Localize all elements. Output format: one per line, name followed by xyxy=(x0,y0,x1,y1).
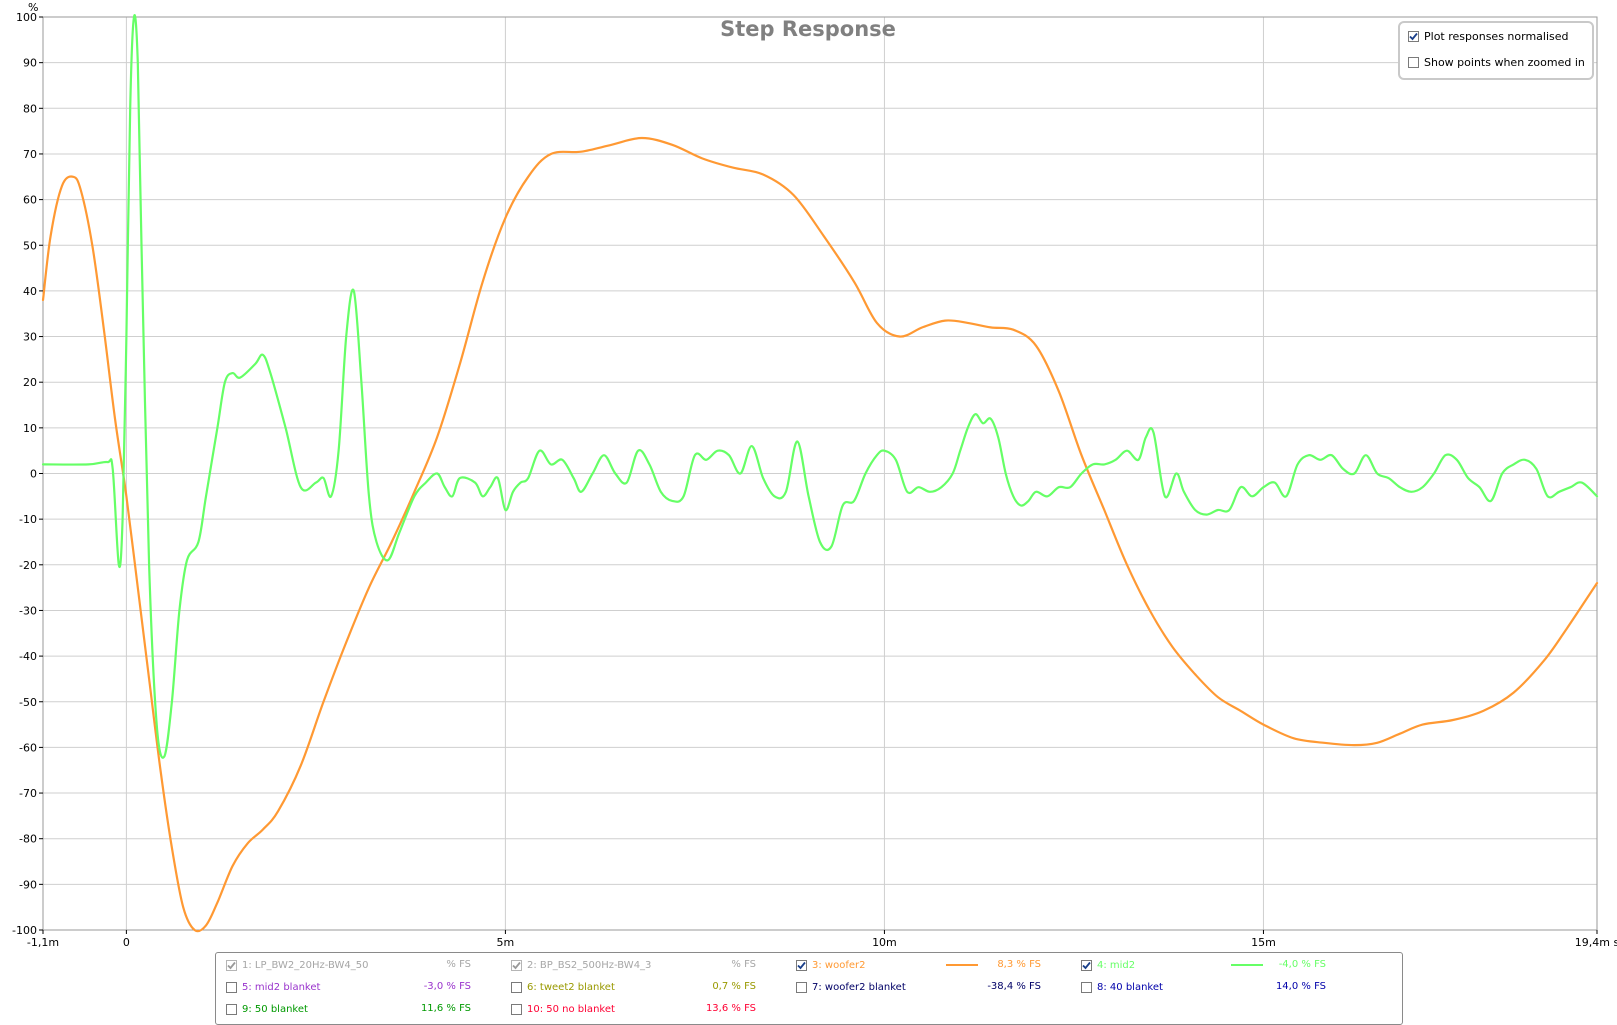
y-tick-label: 20 xyxy=(23,376,37,389)
series-lines xyxy=(41,14,1599,933)
y-tick-label: -70 xyxy=(19,787,37,800)
legend: 1: LP_BW2_20Hz-BW4_50 % FS 2: BP_BS2_500Hz… xyxy=(215,952,1403,1025)
y-tick-label: 60 xyxy=(23,194,37,207)
series-line-woofer2 xyxy=(41,136,1599,933)
legend-item[interactable]: 3: woofer2 xyxy=(796,955,865,975)
legend-item[interactable]: 10: 50 no blanket xyxy=(511,999,615,1019)
legend-checkbox xyxy=(226,959,237,971)
x-tick-label: -1,1m xyxy=(27,936,59,949)
legend-item[interactable]: 7: woofer2 blanket xyxy=(796,977,906,997)
legend-label: 3: woofer2 xyxy=(812,959,866,971)
legend-checkbox[interactable] xyxy=(796,959,807,971)
y-tick-label: 0 xyxy=(30,468,37,481)
legend-value: % FS xyxy=(446,959,471,970)
x-tick-label: 10m xyxy=(872,936,897,949)
legend-checkbox[interactable] xyxy=(1081,959,1092,971)
y-tick-label: 10 xyxy=(23,422,37,435)
legend-item[interactable]: 8: 40 blanket xyxy=(1081,977,1163,997)
y-tick-label: 80 xyxy=(23,102,37,115)
legend-value: % FS xyxy=(731,959,756,970)
legend-line-swatch xyxy=(1231,964,1263,966)
grid xyxy=(42,16,1598,931)
y-tick-label: -50 xyxy=(19,696,37,709)
plot-normalised-label: Plot responses normalised xyxy=(1424,30,1569,43)
legend-item[interactable]: 9: 50 blanket xyxy=(226,999,308,1019)
series-line-mid2 xyxy=(41,14,1599,759)
y-tick-label: -30 xyxy=(19,604,37,617)
legend-checkbox[interactable] xyxy=(226,1003,237,1015)
y-tick-label: 30 xyxy=(23,331,37,344)
legend-value: -4,0 % FS xyxy=(1278,959,1326,970)
legend-value: 13,6 % FS xyxy=(705,1003,756,1014)
y-tick-label: -100 xyxy=(12,924,37,937)
legend-checkbox xyxy=(511,959,522,971)
show-points-label: Show points when zoomed in xyxy=(1424,56,1585,69)
legend-checkbox[interactable] xyxy=(1081,981,1092,993)
legend-label: 9: 50 blanket xyxy=(242,1003,308,1015)
legend-label: 7: woofer2 blanket xyxy=(812,981,906,993)
y-tick-label: 90 xyxy=(23,57,37,70)
legend-label: 2: BP_BS2_500Hz-BW4_3 xyxy=(527,959,652,971)
show-points-option[interactable]: Show points when zoomed in xyxy=(1408,56,1585,69)
show-points-checkbox[interactable] xyxy=(1408,57,1419,68)
legend-label: 8: 40 blanket xyxy=(1097,981,1163,993)
legend-value: -38,4 % FS xyxy=(987,981,1041,992)
y-tick-label: -90 xyxy=(19,878,37,891)
y-tick-label: -80 xyxy=(19,833,37,846)
y-tick-label: -60 xyxy=(19,741,37,754)
axes: 1009080706050403020100-10-20-30-40-50-60… xyxy=(12,11,1617,949)
legend-item[interactable]: 4: mid2 xyxy=(1081,955,1135,975)
y-unit-label: % xyxy=(28,1,38,14)
legend-label: 4: mid2 xyxy=(1097,959,1136,971)
legend-item[interactable]: 1: LP_BW2_20Hz-BW4_50 xyxy=(226,955,369,975)
legend-value: -3,0 % FS xyxy=(423,981,471,992)
y-tick-label: 40 xyxy=(23,285,37,298)
options-panel: Plot responses normalised Show points wh… xyxy=(1398,21,1594,80)
legend-label: 6: tweet2 blanket xyxy=(527,981,615,993)
plot-normalised-option[interactable]: Plot responses normalised xyxy=(1408,30,1569,43)
y-tick-label: -20 xyxy=(19,559,37,572)
y-tick-label: 100 xyxy=(16,11,37,24)
legend-checkbox[interactable] xyxy=(226,981,237,993)
legend-checkbox[interactable] xyxy=(796,981,807,993)
legend-label: 10: 50 no blanket xyxy=(527,1003,615,1015)
legend-value: 11,6 % FS xyxy=(420,1003,471,1014)
plot-normalised-checkbox[interactable] xyxy=(1408,31,1419,42)
y-tick-label: 70 xyxy=(23,148,37,161)
legend-item[interactable]: 5: mid2 blanket xyxy=(226,977,320,997)
legend-item[interactable]: 2: BP_BS2_500Hz-BW4_3 xyxy=(511,955,651,975)
x-tick-label: 19,4m s xyxy=(1575,936,1617,949)
legend-value: 8,3 % FS xyxy=(997,959,1041,970)
chart-title: Step Response xyxy=(720,17,896,41)
legend-label: 1: LP_BW2_20Hz-BW4_50 xyxy=(242,959,369,971)
legend-value: 0,7 % FS xyxy=(712,981,756,992)
x-tick-label: 15m xyxy=(1251,936,1276,949)
legend-item[interactable]: 6: tweet2 blanket xyxy=(511,977,615,997)
legend-checkbox[interactable] xyxy=(511,981,522,993)
x-tick-label: 5m xyxy=(497,936,515,949)
x-tick-label: 0 xyxy=(123,936,130,949)
y-tick-label: 50 xyxy=(23,239,37,252)
y-tick-label: -10 xyxy=(19,513,37,526)
y-tick-label: -40 xyxy=(19,650,37,663)
legend-checkbox[interactable] xyxy=(511,1003,522,1015)
legend-line-swatch xyxy=(946,964,978,966)
legend-label: 5: mid2 blanket xyxy=(242,981,321,993)
legend-value: 14,0 % FS xyxy=(1275,981,1326,992)
